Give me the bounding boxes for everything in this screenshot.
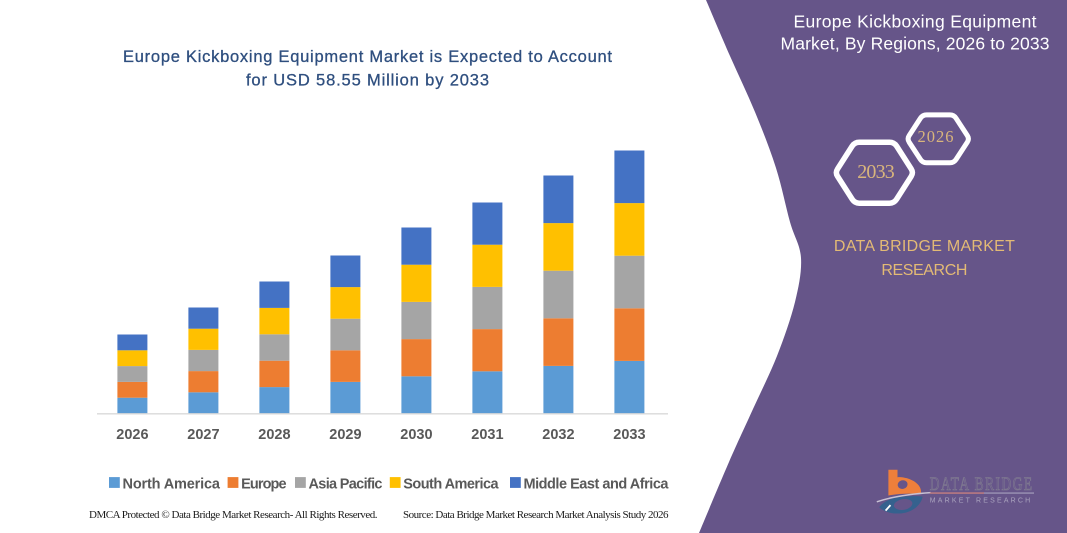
svg-text:South America: South America (403, 476, 499, 492)
svg-text:DMCA Protected © Data Bridge M: DMCA Protected © Data Bridge Market Rese… (89, 509, 378, 521)
svg-text:Asia Pacific: Asia Pacific (309, 476, 383, 492)
svg-text:2026: 2026 (918, 127, 954, 146)
svg-text:Market, By Regions, 2026 to 20: Market, By Regions, 2026 to 2033 (781, 34, 1050, 54)
svg-text:2026: 2026 (116, 427, 148, 443)
svg-text:2033: 2033 (613, 427, 645, 443)
svg-text:2030: 2030 (400, 427, 432, 443)
svg-text:2027: 2027 (187, 427, 219, 443)
svg-text:Europe: Europe (241, 476, 287, 492)
svg-text:Europe Kickboxing Equipment Ma: Europe Kickboxing Equipment Market is Ex… (123, 48, 612, 66)
svg-text:North America: North America (123, 476, 221, 492)
svg-text:DATA BRIDGE MARKET: DATA BRIDGE MARKET (834, 238, 1015, 255)
svg-text:MARKET RESEARCH: MARKET RESEARCH (930, 497, 1033, 504)
svg-text:2029: 2029 (329, 427, 361, 443)
svg-text:Middle East and Africa: Middle East and Africa (524, 476, 670, 492)
svg-text:Source: Data Bridge Market Res: Source: Data Bridge Market Research Mark… (403, 509, 669, 521)
svg-text:for USD 58.55 Million by 2033: for USD 58.55 Million by 2033 (246, 72, 489, 90)
svg-text:2033: 2033 (857, 161, 895, 183)
svg-text:DATA BRIDGE: DATA BRIDGE (930, 475, 1033, 495)
svg-text:Europe Kickboxing Equipment: Europe Kickboxing Equipment (794, 12, 1037, 32)
svg-text:2031: 2031 (471, 427, 503, 443)
svg-text:2032: 2032 (542, 427, 574, 443)
svg-text:RESEARCH: RESEARCH (881, 262, 967, 279)
svg-text:2028: 2028 (258, 427, 290, 443)
